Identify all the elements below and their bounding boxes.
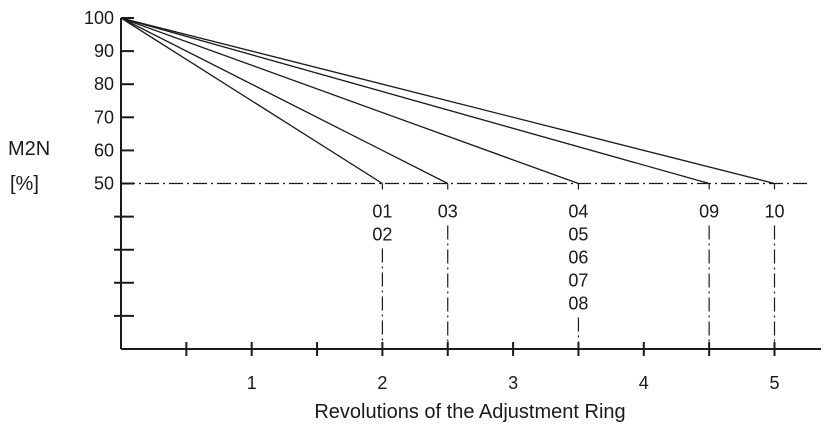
series-line (120, 17, 383, 185)
x-tick-label: 1 (247, 373, 257, 393)
x-tick-label: 4 (639, 373, 649, 393)
y-axis-unit: [%] (10, 173, 39, 195)
y-tick-label: 60 (94, 140, 114, 160)
y-tick-label: 70 (94, 107, 114, 127)
x-tick-label: 2 (377, 373, 387, 393)
plot-area: 50 60 70 80 90 100 1 2 3 4 5 01 02 03 04 05 06 07 08 09 10 (84, 8, 821, 393)
y-tick-label: 80 (94, 74, 114, 94)
series-line (120, 17, 579, 185)
x-tick-label: 5 (769, 373, 779, 393)
series-label: 04 (568, 202, 588, 222)
series-line (120, 17, 449, 185)
series-label: 09 (699, 202, 719, 222)
y-axis-title: M2N (8, 138, 50, 160)
series-label: 06 (568, 248, 588, 268)
series-label: 10 (764, 202, 784, 222)
series-label: 03 (438, 202, 458, 222)
series-label: 05 (568, 225, 588, 245)
y-tick-label: 100 (84, 8, 114, 28)
series-label: 08 (568, 294, 588, 314)
series-label: 01 (372, 202, 392, 222)
y-tick-label: 90 (94, 41, 114, 61)
series-line (120, 17, 775, 185)
x-tick-label: 3 (508, 373, 518, 393)
x-axis-title: Revolutions of the Adjustment Ring (314, 401, 625, 423)
series-label: 07 (568, 271, 588, 291)
series-label: 02 (372, 225, 392, 245)
series-line (120, 17, 710, 185)
y-tick-label: 50 (94, 174, 114, 194)
